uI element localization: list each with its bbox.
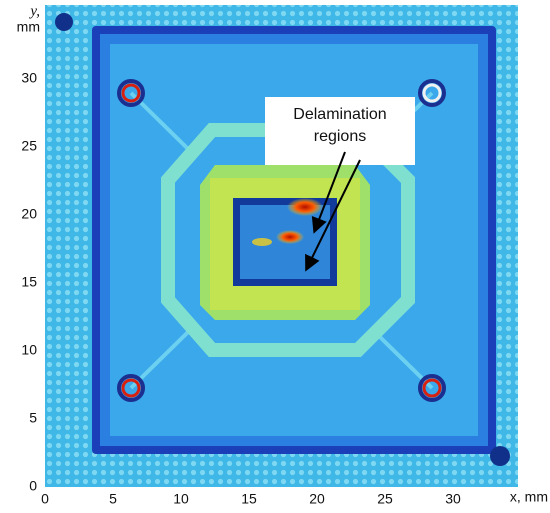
- annotation: Delamination: [293, 106, 386, 123]
- y-tick-label: 30: [21, 70, 37, 86]
- annotation: regions: [314, 128, 366, 145]
- x-tick-label: 25: [377, 491, 393, 507]
- chart: Delamination regions y, mm x, mm 0 5 10 15 2…: [0, 0, 550, 513]
- x-tick-label: 5: [109, 491, 117, 507]
- y-tick-label: 15: [21, 274, 37, 290]
- scan-image: [45, 5, 518, 487]
- x-tick-label: 0: [41, 491, 49, 507]
- x-tick-label: 15: [241, 491, 257, 507]
- y-tick-label: 0: [29, 478, 37, 494]
- x-tick-label: 20: [309, 491, 325, 507]
- y-tick-label: 20: [21, 206, 37, 222]
- y-tick-label: 25: [21, 138, 37, 154]
- x-tick-label: 10: [173, 491, 189, 507]
- x-tick-label: 30: [445, 491, 461, 507]
- y-axis-label: y,: [28, 3, 40, 19]
- y-axis-label: mm: [17, 19, 40, 35]
- y-tick-label: 5: [29, 410, 37, 426]
- x-axis-label: x, mm: [510, 489, 548, 505]
- y-tick-label: 10: [21, 342, 37, 358]
